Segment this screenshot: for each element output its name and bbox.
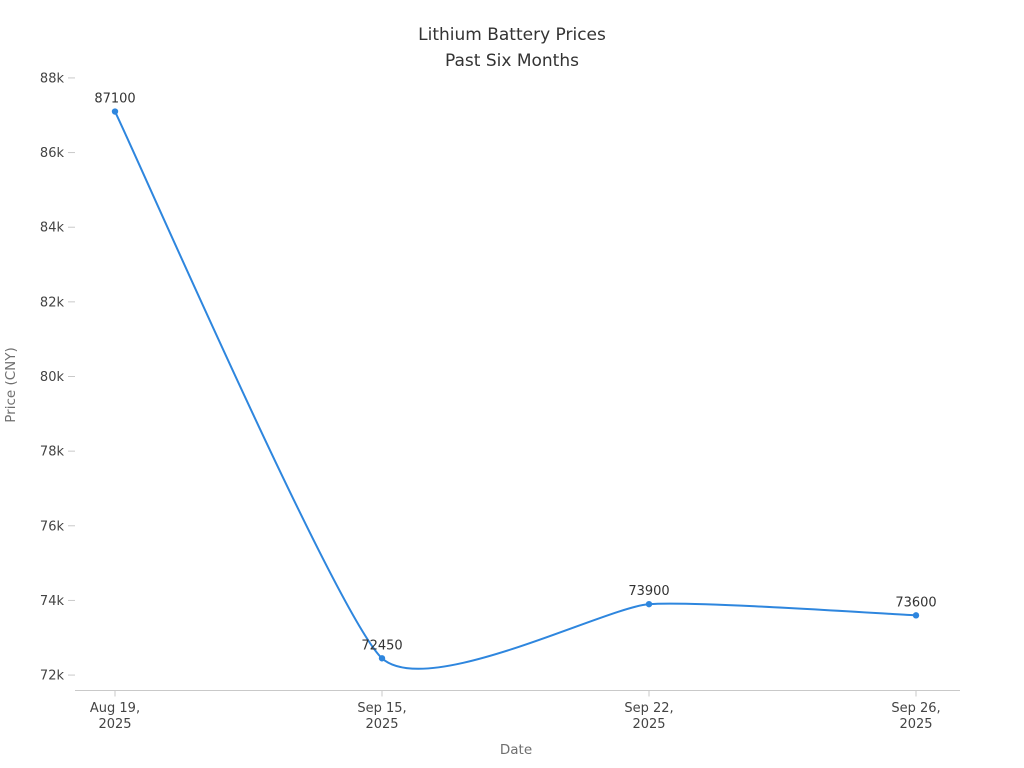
y-tick-label: 80k	[40, 370, 65, 385]
data-point[interactable]	[378, 655, 386, 662]
point-label: 72450	[361, 638, 402, 653]
y-tick-label: 78k	[40, 445, 65, 460]
point-label: 73600	[895, 595, 936, 610]
data-point[interactable]	[645, 600, 653, 608]
y-tick-label: 74k	[40, 594, 65, 609]
x-tick-label: Sep 22,	[624, 701, 673, 716]
y-tick-label: 88k	[40, 71, 65, 86]
y-tick-label: 82k	[40, 295, 65, 310]
data-point[interactable]	[912, 612, 920, 619]
x-axis-title: Date	[500, 742, 532, 758]
y-tick-label: 72k	[40, 669, 65, 684]
x-tick-label: Aug 19,	[90, 701, 140, 716]
y-tick-label: 86k	[40, 146, 65, 161]
series-line	[114, 110, 917, 670]
data-point[interactable]	[111, 108, 119, 115]
chart-title-line-1: Lithium Battery Prices	[418, 25, 606, 45]
y-axis-title: Price (CNY)	[3, 347, 19, 423]
y-tick-label: 84k	[40, 221, 65, 236]
x-tick-label: Sep 15,	[357, 701, 406, 716]
x-tick-label: Sep 26,	[891, 701, 940, 716]
x-tick-label: 2025	[365, 717, 398, 732]
point-label: 73900	[628, 584, 669, 599]
x-tick-label: 2025	[899, 717, 932, 732]
y-tick-label: 76k	[40, 519, 65, 534]
x-tick-label: 2025	[98, 717, 131, 732]
point-labels-layer: 87100 72450 73900 73600	[94, 92, 936, 654]
point-label: 87100	[94, 92, 135, 107]
chart-title-line-2: Past Six Months	[445, 51, 579, 71]
series-layer	[111, 108, 920, 670]
x-tick-label: 2025	[632, 717, 665, 732]
